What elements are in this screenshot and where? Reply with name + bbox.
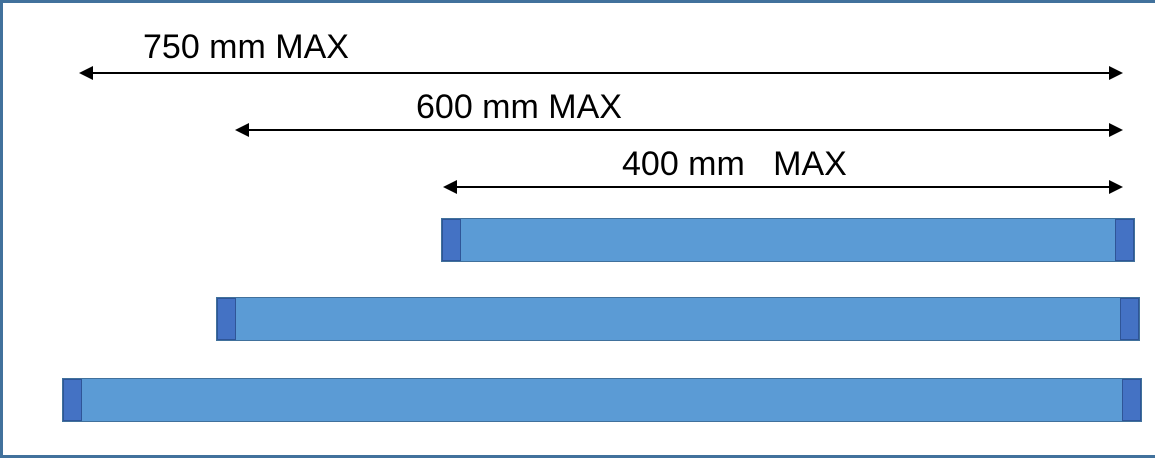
dimension-line-600 bbox=[235, 123, 1123, 137]
bar-750 bbox=[62, 378, 1142, 422]
bar-600 bbox=[216, 297, 1140, 341]
dimension-line-400 bbox=[443, 180, 1123, 194]
dimension-label-600: 600 mm MAX bbox=[416, 88, 622, 126]
dimension-label-750: 750 mm MAX bbox=[143, 28, 349, 66]
bar-end-cap-right bbox=[1120, 298, 1139, 340]
bar-end-cap-left bbox=[442, 219, 461, 261]
arrow-right-icon bbox=[1109, 123, 1123, 137]
arrow-right-icon bbox=[1109, 180, 1123, 194]
arrow-left-icon bbox=[235, 123, 249, 137]
dimension-label-400: 400 mm MAX bbox=[622, 145, 847, 183]
bar-end-cap-right bbox=[1115, 219, 1134, 261]
bar-400 bbox=[441, 218, 1135, 262]
bar-end-cap-left bbox=[217, 298, 236, 340]
dimension-line-750 bbox=[79, 66, 1123, 80]
bar-end-cap-right bbox=[1122, 379, 1141, 421]
arrow-left-icon bbox=[443, 180, 457, 194]
arrow-left-icon bbox=[79, 66, 93, 80]
arrow-right-icon bbox=[1109, 66, 1123, 80]
bar-end-cap-left bbox=[63, 379, 82, 421]
